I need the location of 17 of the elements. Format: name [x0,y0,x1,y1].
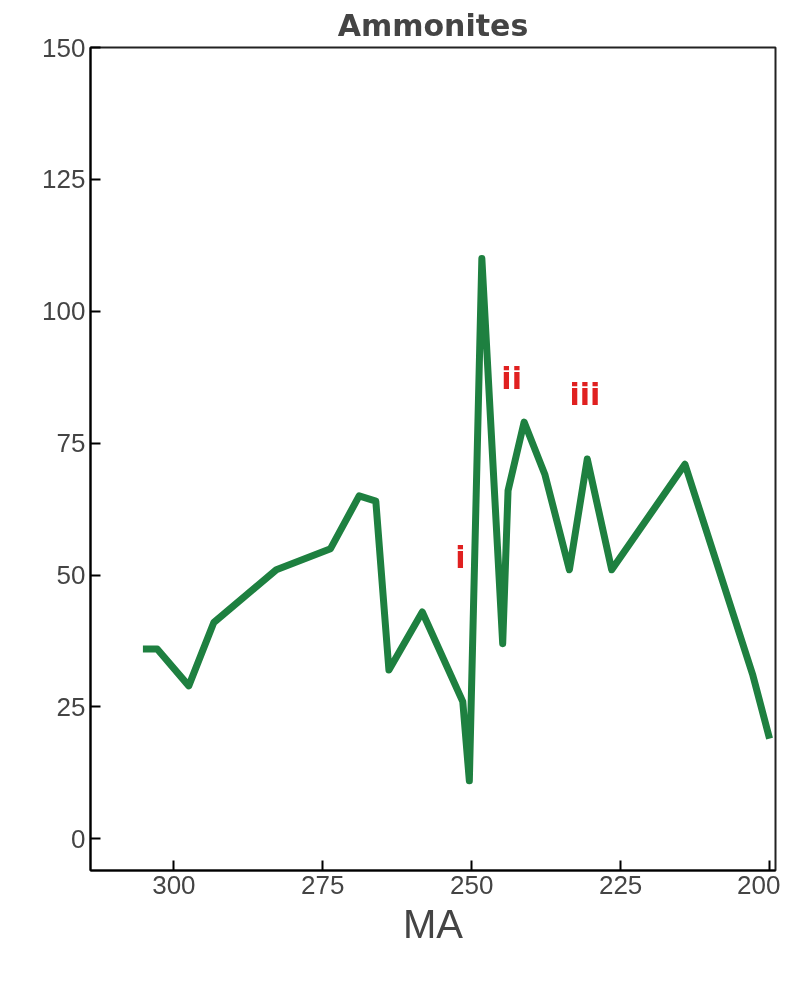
annotation: iii [569,376,601,412]
y-tick-label: 25 [56,691,86,722]
y-tick-label: 50 [56,560,86,591]
y-tick-label: 0 [71,823,86,854]
x-tick-label: 250 [450,869,494,900]
x-tick-label: 300 [152,869,196,900]
annotation: ii [501,360,522,396]
x-tick-label: 200 [737,869,781,900]
x-tick-label: 225 [598,869,643,900]
y-tick-label: 125 [42,164,86,195]
x-tick-label: 275 [301,869,345,900]
annotation: i [455,540,466,576]
y-tick-label: 100 [42,296,86,327]
y-tick-label: 150 [42,32,86,63]
x-axis-title: MA [403,901,464,946]
y-tick-label: 75 [56,428,86,459]
chart-title: Ammonites [337,7,529,43]
